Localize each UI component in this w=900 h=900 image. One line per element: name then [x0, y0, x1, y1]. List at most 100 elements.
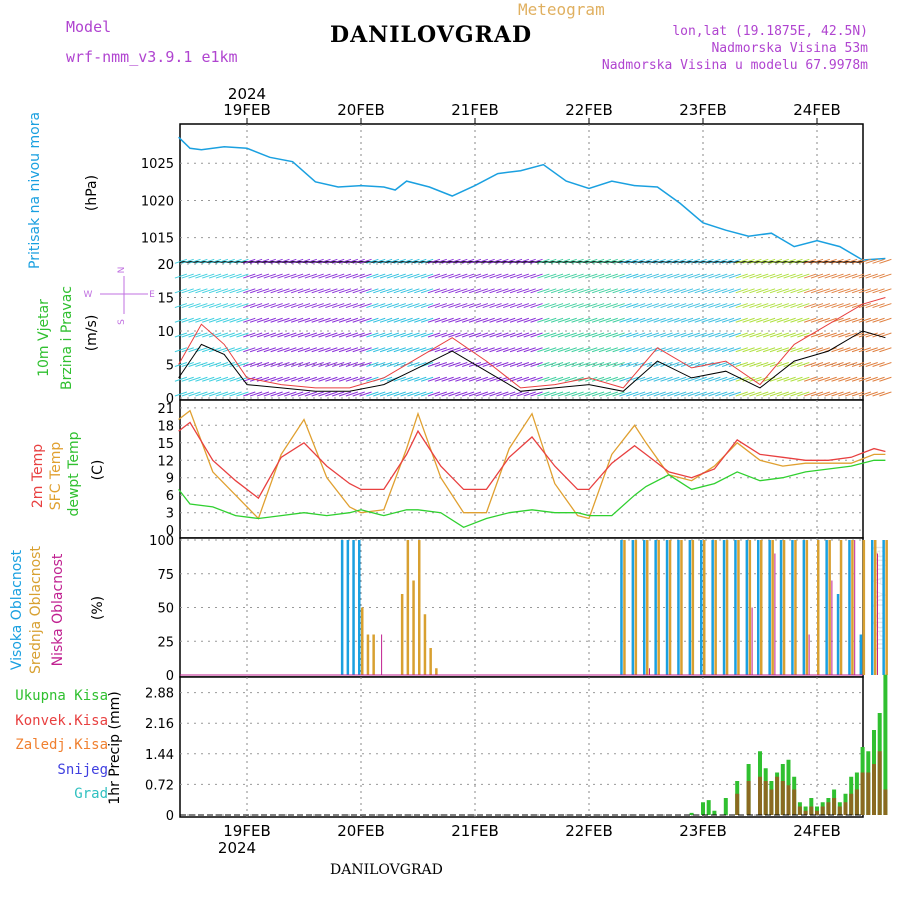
top-day-label: 20FEB	[337, 101, 384, 119]
footer-title: DANILOVGRAD	[330, 862, 443, 878]
wind-barb	[797, 273, 810, 279]
wind-barb	[304, 391, 317, 397]
wind-barb	[783, 303, 796, 309]
wind-barb	[174, 362, 188, 367]
wind-barb	[503, 362, 516, 367]
wind-barb	[420, 273, 434, 279]
wind-barb	[865, 317, 878, 323]
wind-barb	[749, 317, 762, 323]
wind-barb	[530, 362, 543, 367]
wind-barb	[270, 258, 283, 264]
wind-barb	[338, 317, 352, 323]
dewpt-temp-line	[178, 459, 886, 529]
wind-barb	[462, 376, 475, 382]
wind-barb	[653, 303, 666, 309]
wind-barb	[715, 362, 728, 367]
wind-barb	[359, 273, 372, 279]
conv-rain-bar	[786, 785, 791, 815]
total-rain-bar	[883, 674, 888, 815]
top-date-labels: 19FEB 20FEB 21FEB 22FEB 23FEB 24FEB	[223, 101, 841, 124]
wind-barb	[790, 376, 803, 382]
wind-barb	[667, 288, 680, 294]
wind-tick-label: 5	[166, 359, 174, 374]
mid-cloud-bar	[874, 540, 877, 675]
wind-barb	[304, 317, 317, 323]
wind-barb	[414, 391, 427, 397]
high-cloud-bar	[836, 594, 840, 675]
wind-barb	[325, 347, 338, 353]
wind-barb	[557, 317, 571, 323]
wind-barb	[441, 376, 454, 382]
wind-barb	[325, 391, 338, 397]
wind-barb	[441, 391, 454, 397]
wind-barb	[373, 332, 386, 338]
wind-barb	[400, 258, 413, 264]
wind-barb	[311, 273, 324, 279]
wind-barb	[749, 303, 762, 309]
wind-barb	[229, 273, 242, 279]
wind-barb	[831, 332, 844, 338]
wind-barb	[256, 273, 270, 279]
wind-barb	[236, 288, 249, 294]
wind-barb	[420, 332, 434, 338]
wind-barb	[379, 317, 393, 323]
mid-cloud-bar	[839, 540, 843, 675]
wind-barb	[277, 347, 290, 353]
wind-barb	[379, 273, 393, 279]
wind-barb	[564, 288, 577, 294]
wind-barb	[427, 391, 441, 397]
conv-rain-bar	[854, 789, 859, 815]
wind-barb	[687, 332, 701, 338]
temp-tick-label: 21	[157, 402, 174, 417]
wind-barb	[434, 332, 447, 338]
wind-barb	[407, 362, 420, 367]
wind-barb	[345, 376, 359, 382]
wind-barb	[195, 288, 208, 294]
wind-barb	[496, 376, 509, 382]
wind-barb	[270, 347, 283, 353]
wind-barb	[735, 317, 748, 323]
wind-barb	[605, 376, 618, 382]
wind-barb	[427, 258, 441, 264]
wind-barb	[291, 332, 304, 338]
wind-barb	[208, 347, 222, 353]
wind-barb	[776, 303, 789, 309]
wind-barb	[865, 347, 878, 353]
wind-barb	[352, 273, 365, 279]
wind-barb	[256, 391, 270, 397]
wind-barb	[537, 303, 550, 309]
wind-barb	[605, 273, 618, 279]
wind-barb	[544, 362, 557, 367]
wind-barb	[236, 273, 249, 279]
wind-barb	[557, 303, 571, 309]
wind-barb	[291, 317, 304, 323]
bottom-day-label: 20FEB	[337, 822, 384, 840]
wind-barb	[496, 362, 509, 367]
wind-barb	[523, 273, 536, 279]
wind-barb	[557, 258, 571, 264]
wind-barb	[263, 303, 276, 309]
wind-barb	[420, 376, 434, 382]
compass-w: W	[84, 290, 93, 300]
wind-barb	[769, 376, 783, 382]
wind-barb	[680, 347, 694, 353]
wind-barb	[202, 258, 215, 264]
wind-barb	[865, 303, 878, 309]
wind-barb	[338, 303, 352, 309]
wind-barb	[674, 332, 687, 338]
wind-barb	[845, 332, 858, 338]
wind-barb	[557, 288, 571, 294]
high-cloud-bar	[688, 540, 692, 675]
wind-tick-label: 10	[157, 325, 174, 340]
wind-barb	[591, 376, 605, 382]
wind-barb	[284, 303, 297, 309]
wind-barb	[653, 332, 666, 338]
wind-barb	[475, 288, 488, 294]
wind-barb	[865, 258, 878, 264]
mid-cloud-bar	[623, 540, 626, 675]
wind-barb	[366, 273, 379, 279]
wind-barb	[619, 347, 632, 353]
wind-barb	[503, 258, 516, 264]
coords-label: lon,lat (19.1875E, 42.5N)	[672, 24, 868, 39]
wind-barb	[578, 258, 591, 264]
